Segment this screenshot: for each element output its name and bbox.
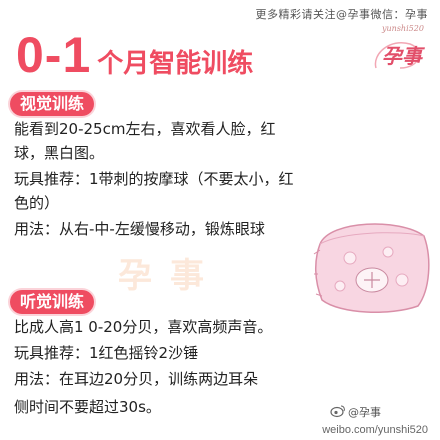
- hearing-line-2: 玩具推荐：1红色摇铃2沙锤: [14, 344, 199, 362]
- title-age: 0-1: [16, 27, 92, 83]
- visual-line-1: 能看到20-25cm左右，喜欢看人脸，红: [14, 120, 276, 138]
- title-text: 个月智能训练: [97, 49, 254, 79]
- brand-logo: yunshi520 孕事: [368, 20, 432, 76]
- follow-note: 更多精彩请关注@孕事微信：孕事: [255, 8, 428, 21]
- section-label-visual: 视觉训练: [10, 92, 95, 116]
- watermark: 孕事: [118, 256, 222, 296]
- hearing-line-4: 侧时间不要超过30s。: [14, 398, 161, 416]
- weibo-icon: [330, 405, 345, 418]
- hearing-line-3: 用法：在耳边20分贝，训练两边耳朵: [14, 370, 259, 388]
- logo-subtext: yunshi520: [382, 24, 424, 33]
- visual-line-2: 球，黑白图。: [14, 144, 105, 162]
- visual-line-5: 用法：从右-中-左缓慢移动，锻炼眼球: [14, 220, 265, 238]
- weibo-url: weibo.com/yunshi520: [322, 424, 428, 436]
- hearing-line-1: 比成人高1 0-20分贝，喜欢高频声音。: [14, 318, 273, 336]
- visual-line-3: 玩具推荐：1带刺的按摩球（不要太小，红: [14, 170, 294, 188]
- swirl-icon: [374, 41, 420, 69]
- pillow-illustration: [313, 223, 430, 313]
- page-title: 0-1 个月智能训练: [16, 26, 253, 86]
- visual-line-4: 色的）: [14, 194, 60, 212]
- logo-text: 孕事: [382, 44, 422, 68]
- weibo-handle: @孕事: [348, 406, 381, 419]
- section-label-hearing: 听觉训练: [10, 290, 95, 314]
